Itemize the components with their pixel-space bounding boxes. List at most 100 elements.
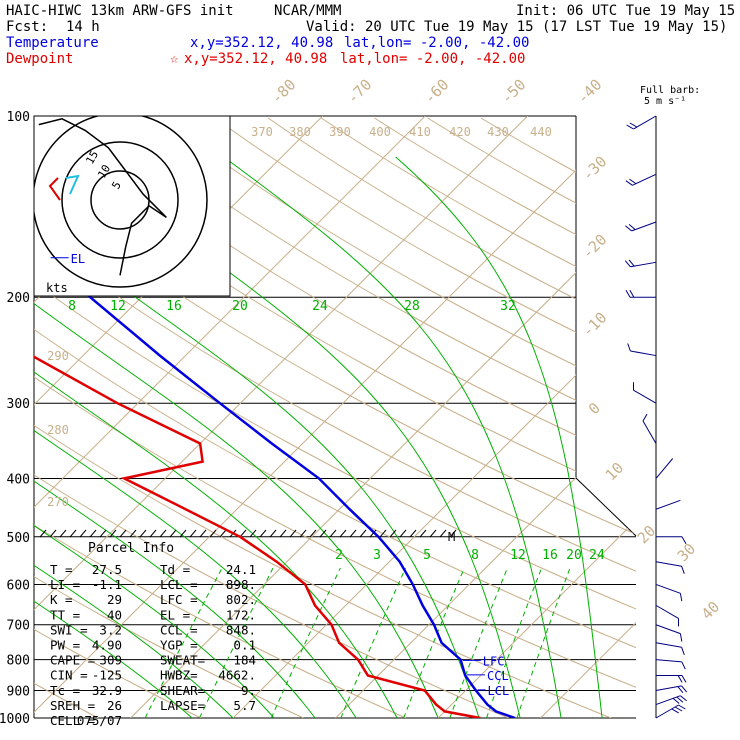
moist-adiabat-32	[223, 156, 562, 718]
hatch-tick	[279, 529, 287, 538]
dry-adiabat-320	[34, 117, 636, 718]
moist-adiabat--4	[34, 342, 193, 718]
wind-barb-flag	[674, 706, 683, 712]
dewpoint-xy: x,y=352.12, 40.98	[184, 51, 328, 67]
wind-barb	[655, 704, 679, 719]
parcel-info-cell: SHEAR=	[160, 683, 205, 698]
dry-adiabat-440	[374, 117, 636, 718]
parcel-info-cell: 848.	[226, 622, 256, 637]
parcel-info-cell: 898.	[226, 577, 256, 592]
wind-barb-flag	[624, 260, 631, 268]
hodograph-ring-label-10: 10	[95, 163, 113, 181]
isotherm-label--30: -30	[579, 153, 611, 185]
isotherm--40	[34, 116, 426, 718]
moist-adiabat-36	[395, 156, 603, 718]
parcel-info-cell: Td =	[160, 562, 190, 577]
parcel-info-cell: 27.5	[92, 562, 122, 577]
dewpoint-latlon: lat,lon= -2.00, -42.00	[340, 51, 526, 67]
wind-barb	[632, 173, 657, 186]
wind-barb-flag	[629, 290, 635, 298]
hatch-tick	[449, 529, 457, 538]
moist-adiabat-label-8: 8	[68, 299, 76, 314]
theta-label-440: 440	[530, 125, 552, 139]
init-time: Init: 06 UTC Tue 19 May 15	[516, 3, 736, 19]
wind-barb-flag	[681, 685, 688, 693]
moist-adiabat-label-20: 20	[232, 299, 248, 314]
wind-barb-flag	[672, 698, 680, 704]
isotherm--20	[34, 116, 631, 718]
hatch-tick	[209, 529, 217, 538]
dry-adiabat-300	[34, 117, 509, 718]
hatch-tick	[389, 529, 397, 538]
mixing-ratio-label-5: 5	[423, 548, 431, 563]
dry-adiabat-450	[427, 117, 636, 718]
isotherm-label-20: 20	[634, 522, 660, 548]
wind-barb-flag	[625, 225, 632, 232]
hodograph-ring-label-15: 15	[83, 149, 101, 167]
moist-adiabat-label-24: 24	[312, 299, 328, 314]
parcel-info-cell: 5.7	[233, 698, 256, 713]
wind-barb-flag	[671, 708, 679, 714]
hatch-tick	[399, 529, 407, 538]
mixing-ratio-label-8: 8	[471, 548, 479, 563]
hatch-tick	[339, 529, 347, 538]
hatch-tick	[259, 529, 267, 538]
hatch-tick	[429, 529, 437, 538]
wind-barb-flag	[626, 124, 634, 130]
hatch-tick	[329, 529, 337, 538]
parcel-info-cell: 0.1	[233, 638, 256, 653]
dry-adiabat-350	[34, 117, 636, 718]
wind-barb	[631, 221, 657, 232]
wind-barb	[655, 604, 679, 619]
pressure-label-800: 800	[7, 654, 30, 669]
hatch-tick	[189, 529, 197, 538]
moist-adiabat-label-28: 28	[404, 299, 420, 314]
isotherm-20	[437, 116, 636, 718]
isotherm-0	[232, 116, 636, 718]
mixing-ratio-3	[199, 567, 274, 718]
isotherm-label--80: -80	[268, 76, 300, 108]
mixing-ratio-5	[270, 567, 341, 718]
isotherm-40	[643, 116, 740, 718]
isotherm-label-40: 40	[698, 598, 724, 624]
pressure-label-200: 200	[7, 291, 30, 306]
barb-legend-units: 5 m s⁻¹	[644, 96, 686, 107]
wind-barb-flag	[681, 661, 686, 670]
lcl-label: LCL	[488, 684, 510, 698]
isotherm-label-30: 30	[674, 540, 700, 566]
parcel-info-cell: -1.1	[92, 577, 122, 592]
ccl-label: CCL	[487, 669, 509, 683]
wind-barb	[633, 115, 657, 130]
hatch-tick	[89, 529, 97, 538]
hatch-tick	[59, 529, 67, 538]
mixing-ratio-2	[144, 567, 223, 718]
parcel-info-cell: CAPE =	[50, 653, 95, 668]
mixing-ratio-label-3: 3	[373, 548, 381, 563]
hodograph-trace	[38, 118, 167, 276]
wind-barb-flag	[627, 343, 631, 352]
hatch-tick	[99, 529, 107, 538]
el-label: EL	[71, 252, 85, 266]
hatch-tick	[219, 529, 227, 538]
moist-adiabat-label-16: 16	[166, 299, 182, 314]
hatch-tick	[299, 529, 307, 538]
hatch-tick	[419, 529, 427, 538]
wind-barb	[655, 624, 681, 635]
isotherm-label--20: -20	[579, 231, 611, 263]
parcel-info-cell: K =	[50, 592, 73, 607]
dry-adiabat-410	[214, 117, 636, 718]
mixing-ratio-label-20: 20	[566, 548, 582, 563]
parcel-info-cell: 4662.	[218, 668, 256, 683]
wind-barb	[655, 458, 674, 479]
wind-barb-flag	[629, 122, 638, 128]
theta-label-390: 390	[329, 125, 351, 139]
temperature-xy: x,y=352.12, 40.98	[190, 35, 334, 51]
hatch-tick	[119, 529, 127, 538]
hatch-tick	[39, 529, 47, 538]
parcel-info-cell: CELL =	[50, 713, 95, 728]
hatch-tick	[349, 529, 357, 538]
wind-barb-flag	[642, 413, 648, 422]
hatch-tick	[79, 529, 87, 538]
isotherm-label--50: -50	[498, 76, 530, 108]
wind-barb-flag	[680, 695, 687, 702]
